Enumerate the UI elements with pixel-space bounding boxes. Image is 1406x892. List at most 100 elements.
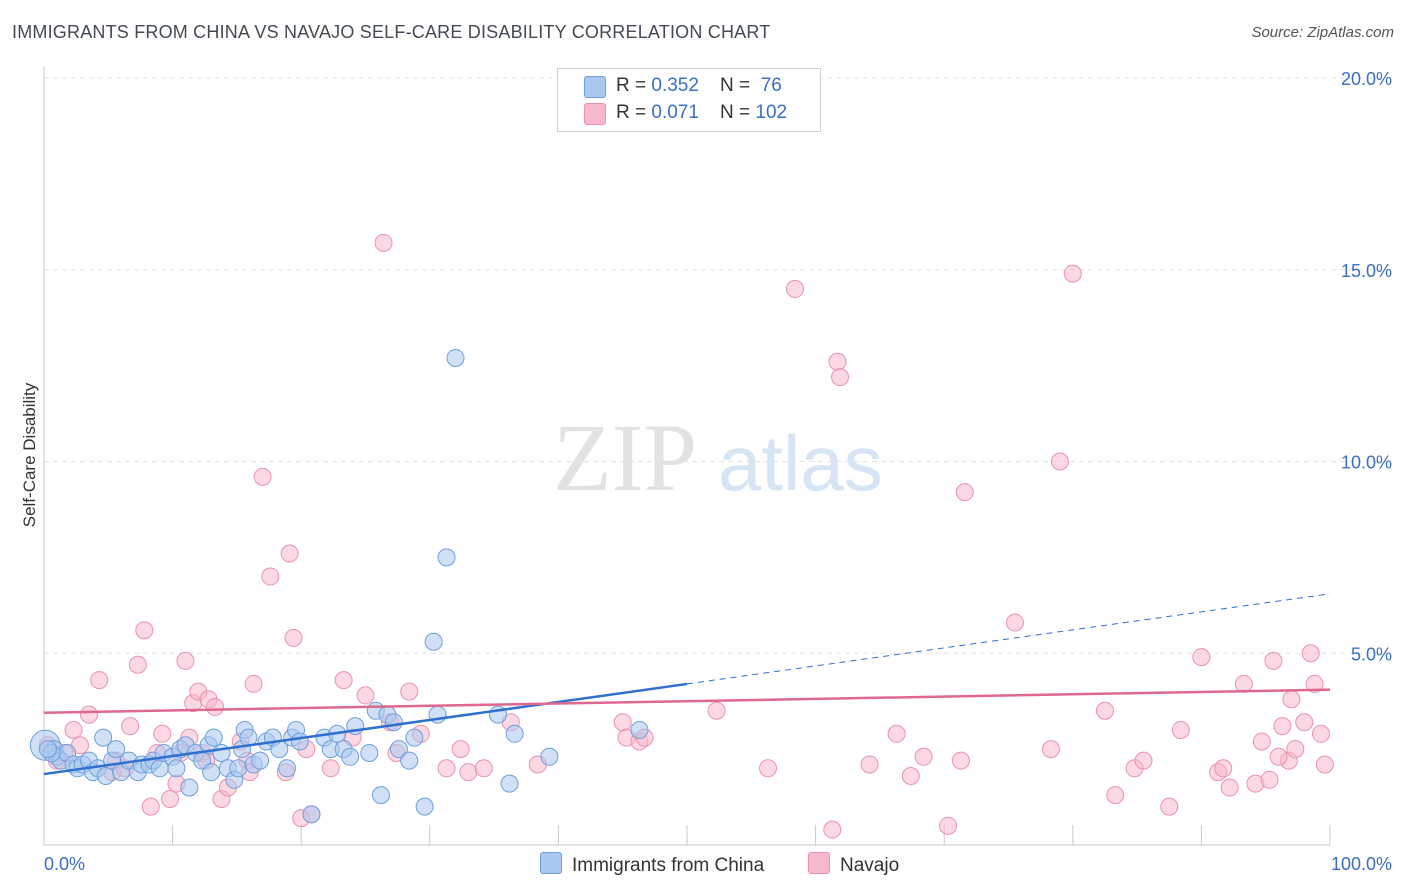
china-point <box>630 720 649 739</box>
navajo-point <box>759 759 778 778</box>
navajo-point <box>1160 797 1179 816</box>
navajo-point <box>141 797 160 816</box>
navajo-point <box>613 713 632 732</box>
navajo-point <box>1264 651 1283 670</box>
china-point <box>167 759 186 778</box>
chart-title: IMMIGRANTS FROM CHINA VS NAVAJO SELF-CAR… <box>12 22 771 42</box>
china-point <box>540 747 559 766</box>
x-tick-label: 0.0% <box>44 854 85 874</box>
china-point <box>94 728 113 747</box>
navajo-point <box>1171 720 1190 739</box>
china-point <box>212 743 231 762</box>
navajo-point <box>831 368 850 387</box>
bottom-legend-label-navajo: Navajo <box>840 855 900 876</box>
navajo-point <box>400 682 419 701</box>
legend-n-value-navajo: 102 <box>755 102 788 123</box>
navajo-point <box>1063 264 1082 283</box>
tick-labels: 5.0% 10.0% 15.0% 20.0% 0.0% 100.0% <box>44 69 1392 874</box>
navajo-point <box>321 759 340 778</box>
legend-n-label: N = <box>720 75 756 96</box>
navajo-point <box>1282 690 1301 709</box>
navajo-point <box>1192 648 1211 667</box>
china-point <box>278 759 297 778</box>
navajo-point <box>451 740 470 759</box>
navajo-point <box>284 628 303 647</box>
navajo-point <box>828 352 847 371</box>
navajo-point <box>951 751 970 770</box>
navajo-point <box>459 763 478 782</box>
legend: R = 0.352 N = 76 R = 0.071 N = 102 <box>557 68 821 132</box>
watermark-atlas: atlas <box>718 419 883 507</box>
grid-lines <box>44 77 1392 654</box>
navajo-point <box>135 621 154 640</box>
navajo-point <box>1301 644 1320 663</box>
navajo-trend-line <box>43 688 1331 714</box>
navajo-point <box>1269 747 1288 766</box>
navajo-point <box>437 759 456 778</box>
bottom-legend-swatch-navajo <box>808 852 830 874</box>
navajo-point <box>1273 717 1292 736</box>
china-point <box>290 732 309 751</box>
watermark: ZIP atlas <box>553 404 883 511</box>
navajo-point <box>334 671 353 690</box>
china-trend-line <box>43 682 688 776</box>
legend-r-label: R = <box>616 102 652 123</box>
navajo-point <box>1220 778 1239 797</box>
navajo-point <box>1005 613 1024 632</box>
navajo-point <box>253 467 272 486</box>
y-tick-label: 10.0% <box>1341 453 1392 473</box>
trend-lines <box>43 593 1331 776</box>
navajo-point <box>474 759 493 778</box>
navajo-point <box>1252 732 1271 751</box>
navajo-point <box>176 651 195 670</box>
y-tick-label: 15.0% <box>1341 261 1392 281</box>
watermark-zip: ZIP <box>553 404 697 511</box>
navajo-point <box>206 697 225 716</box>
legend-n-value-china: 76 <box>755 75 782 96</box>
navajo-point <box>1286 740 1305 759</box>
navajo-point <box>90 671 109 690</box>
china-point <box>360 743 379 762</box>
navajo-point <box>1260 770 1279 789</box>
china-point <box>96 766 115 785</box>
china-point <box>302 805 321 824</box>
navajo-point <box>707 701 726 720</box>
navajo-point <box>128 655 147 674</box>
china-point <box>204 728 223 747</box>
china-point <box>415 797 434 816</box>
navajo-point <box>280 544 299 563</box>
legend-text-navajo: R = 0.071 N = 102 <box>616 102 787 124</box>
legend-swatch-china <box>584 76 606 98</box>
china-point <box>446 348 465 367</box>
china-point <box>405 728 424 747</box>
legend-r-label: R = <box>616 75 652 96</box>
china-point <box>229 759 248 778</box>
source-label: Source: ZipAtlas.com <box>1251 24 1394 41</box>
china-point <box>389 740 408 759</box>
navajo-point <box>64 720 83 739</box>
bottom-legend-navajo: Navajo <box>808 852 899 877</box>
x-tick-label: 100.0% <box>1331 854 1392 874</box>
navajo-point <box>955 483 974 502</box>
navajo-point <box>356 686 375 705</box>
navajo-point <box>1095 701 1114 720</box>
navajo-point <box>1050 452 1069 471</box>
y-axis-label: Self-Care Disability <box>20 382 39 527</box>
navajo-point <box>914 747 933 766</box>
bottom-legend-swatch-china <box>540 852 562 874</box>
china-point <box>437 548 456 567</box>
navajo-point <box>1134 751 1153 770</box>
navajo-point <box>1295 713 1314 732</box>
navajo-point <box>860 755 879 774</box>
china-point <box>371 786 390 805</box>
legend-swatch-navajo <box>584 103 606 125</box>
navajo-point <box>1305 674 1324 693</box>
china-point <box>202 763 221 782</box>
china-point <box>251 751 270 770</box>
navajo-point <box>153 724 172 743</box>
navajo-point <box>939 816 958 835</box>
navajo-point <box>121 717 140 736</box>
bottom-legend-china: Immigrants from China <box>540 852 764 877</box>
china-point <box>38 740 57 759</box>
